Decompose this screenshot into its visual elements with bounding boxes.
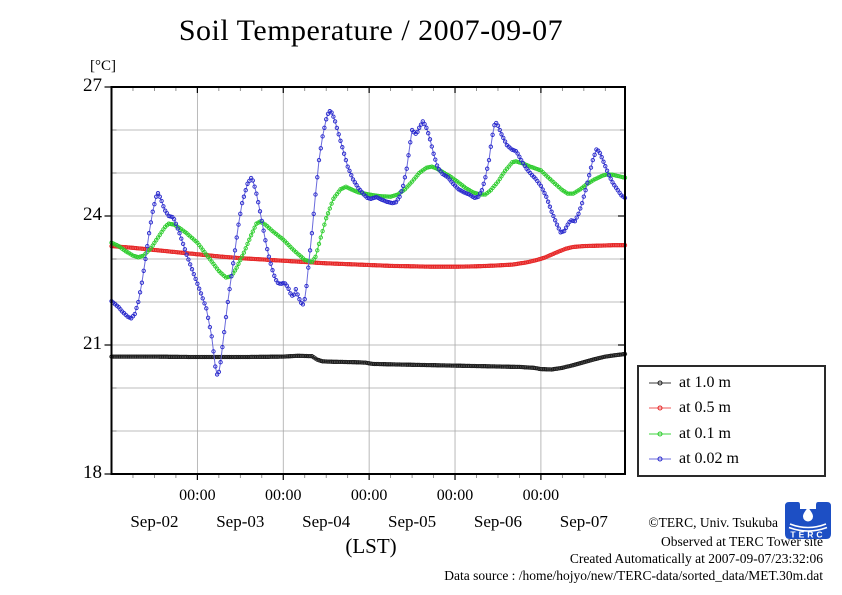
- x-day-label: Sep-05: [387, 512, 437, 531]
- x-day-label: Sep-03: [216, 512, 265, 531]
- x-tick-label: 00:00: [179, 487, 216, 504]
- legend-item-label: at 0.5 m: [679, 399, 731, 417]
- x-day-label: Sep-06: [473, 512, 523, 531]
- x-axis-label: (LST): [345, 534, 397, 558]
- terc-logo-icon: TERC: [785, 502, 831, 540]
- legend-item-label: at 1.0 m: [679, 373, 731, 391]
- chart-title: Soil Temperature / 2007-09-07: [178, 14, 564, 47]
- legend-marker-icon: [649, 380, 671, 386]
- x-tick-label: 00:00: [350, 487, 388, 504]
- y-axis-unit-label: [°C]: [90, 58, 116, 74]
- legend-marker-icon: [649, 431, 671, 437]
- footer-created-timestamp: Created Automatically at 2007-09-07/23:3…: [569, 551, 823, 566]
- legend-box: at 1.0 m at 0.5 m at 0.1 m at 0.02 m: [637, 365, 826, 477]
- legend-marker-icon: [649, 456, 671, 462]
- series-at-1-0-m: [109, 351, 628, 372]
- x-day-label: Sep-07: [559, 512, 608, 531]
- legend-item: at 0.5 m: [648, 396, 824, 420]
- legend-item-label: at 0.1 m: [679, 424, 731, 442]
- x-day-label: Sep-04: [302, 512, 351, 531]
- legend-item: at 0.1 m: [648, 422, 824, 446]
- plot-border: [110, 86, 626, 475]
- x-tick-label: 00:00: [522, 487, 560, 504]
- footer-observed-site: Observed at TERC Tower site: [660, 534, 823, 549]
- y-tick-label: 27: [83, 75, 102, 96]
- y-tick-label: 24: [83, 204, 102, 225]
- legend-item: at 1.0 m: [648, 371, 824, 395]
- y-tick-label: 21: [83, 333, 102, 354]
- legend-item-label: at 0.02 m: [679, 450, 739, 468]
- legend-item: at 0.02 m: [648, 447, 824, 471]
- x-tick-label: 00:00: [436, 487, 474, 504]
- x-day-label: Sep-02: [130, 512, 179, 531]
- footer-copyright: ©TERC, Univ. Tsukuba: [648, 515, 778, 530]
- x-tick-label: 00:00: [265, 487, 302, 504]
- legend-marker-icon: [649, 405, 671, 411]
- svg-text:TERC: TERC: [790, 530, 825, 540]
- axis-ticks: [104, 86, 625, 480]
- footer-data-source: Data source : /home/hojyo/new/TERC-data/…: [444, 568, 823, 583]
- y-tick-label: 18: [83, 462, 102, 483]
- series-at-0-02-m: [109, 109, 628, 377]
- gridlines: [111, 87, 625, 474]
